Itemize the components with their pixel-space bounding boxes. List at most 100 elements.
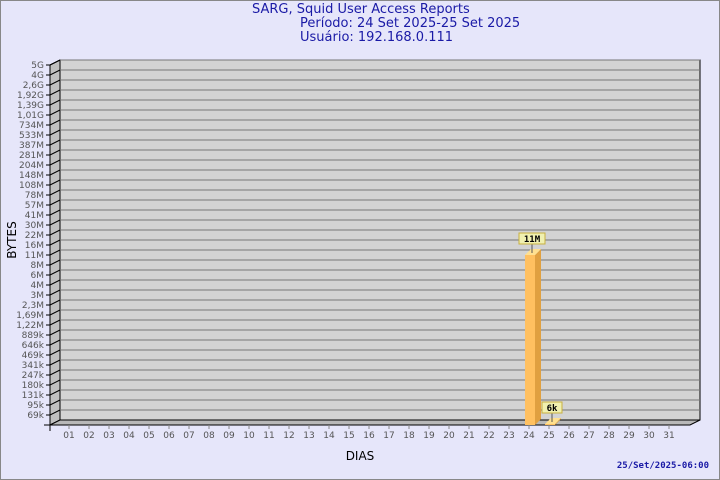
x-tick-label: 09: [223, 431, 235, 441]
y-tick-diagonal: [49, 309, 61, 316]
x-tick-label: 22: [483, 431, 494, 441]
y-tick-diagonal: [49, 339, 61, 346]
bar-top-24: [525, 249, 541, 255]
x-tick-label: 02: [83, 431, 94, 441]
y-tick-label: 533M: [19, 131, 44, 141]
y-tick-diagonal: [49, 89, 61, 96]
y-tick-diagonal: [49, 409, 61, 416]
y-tick-diagonal: [49, 269, 61, 276]
x-tick-label: 19: [423, 431, 435, 441]
y-tick-diagonal: [49, 59, 61, 66]
bar-side-24: [535, 249, 541, 425]
y-tick-label: 69k: [27, 411, 44, 421]
x-tick-label: 16: [363, 431, 375, 441]
x-tick-label: 23: [503, 431, 514, 441]
y-tick-label: 30M: [25, 221, 44, 231]
y-tick-label: 2,6G: [23, 81, 44, 91]
y-tick-label: 734M: [19, 121, 44, 131]
y-tick-diagonal: [49, 149, 61, 156]
x-tick-label: 11: [263, 431, 274, 441]
y-tick-label: 8M: [31, 261, 45, 271]
x-tick-label: 12: [283, 431, 294, 441]
y-tick-diagonal: [49, 379, 61, 386]
y-tick-label: 281M: [19, 151, 44, 161]
x-tick-label: 25: [543, 431, 554, 441]
x-tick-label: 10: [243, 431, 255, 441]
x-tick-label: 13: [303, 431, 314, 441]
y-tick-diagonal: [49, 179, 61, 186]
y-tick-diagonal: [49, 359, 61, 366]
y-tick-diagonal: [49, 239, 61, 246]
x-tick-label: 26: [563, 431, 575, 441]
y-tick-label: 78M: [25, 191, 44, 201]
y-tick-diagonal: [49, 99, 61, 106]
plot-floor: [49, 419, 701, 426]
y-tick-label: 341k: [22, 361, 45, 371]
y-tick-label: 6M: [31, 271, 45, 281]
x-tick-label: 17: [383, 431, 394, 441]
y-tick-diagonal: [49, 189, 61, 196]
y-tick-diagonal: [49, 219, 61, 226]
chart-period: Período: 24 Set 2025-25 Set 2025: [300, 16, 521, 31]
x-tick-label: 07: [183, 431, 194, 441]
y-tick-label: 2,3M: [22, 301, 44, 311]
x-tick-label: 01: [63, 431, 74, 441]
x-axis-title: DIAS: [346, 449, 375, 463]
y-tick-label: 247k: [22, 371, 45, 381]
y-tick-diagonal: [49, 139, 61, 146]
y-tick-label: 469k: [22, 351, 45, 361]
y-tick-label: 1,69M: [16, 311, 44, 321]
y-tick-label: 1,22M: [16, 321, 44, 331]
x-tick-label: 18: [403, 431, 415, 441]
y-tick-label: 204M: [19, 161, 44, 171]
y-tick-diagonal: [49, 169, 61, 176]
y-tick-label: 1,39G: [17, 101, 44, 111]
x-tick-label: 05: [143, 431, 154, 441]
data-label: 11M: [524, 235, 541, 245]
y-tick-label: 22M: [25, 231, 44, 241]
y-tick-diagonal: [49, 229, 61, 236]
y-tick-label: 180k: [22, 381, 45, 391]
chart-title: SARG, Squid User Access Reports: [252, 2, 470, 17]
x-tick-label: 20: [443, 431, 455, 441]
y-tick-label: 1,92G: [17, 91, 44, 101]
y-tick-label: 108M: [19, 181, 44, 191]
y-tick-label: 16M: [25, 241, 44, 251]
y-tick-label: 1,01G: [17, 111, 44, 121]
y-tick-diagonal: [49, 199, 61, 206]
x-tick-label: 04: [123, 431, 135, 441]
y-tick-diagonal: [49, 369, 61, 376]
x-tick-label: 08: [203, 431, 215, 441]
y-tick-diagonal: [49, 389, 61, 396]
y-tick-diagonal: [49, 349, 61, 356]
y-tick-label: 57M: [25, 201, 44, 211]
y-tick-label: 5G: [31, 61, 44, 71]
y-tick-label: 41M: [25, 211, 44, 221]
y-tick-label: 4G: [31, 71, 44, 81]
x-tick-label: 06: [163, 431, 175, 441]
y-tick-diagonal: [49, 109, 61, 116]
y-tick-label: 889k: [22, 331, 45, 341]
data-label: 6k: [547, 404, 558, 414]
y-tick-diagonal: [49, 279, 61, 286]
x-tick-label: 30: [643, 431, 655, 441]
y-tick-label: 3M: [31, 291, 45, 301]
footer-timestamp: 25/Set/2025-06:00: [616, 461, 709, 471]
y-tick-diagonal: [49, 209, 61, 216]
x-tick-label: 28: [603, 431, 615, 441]
y-tick-diagonal: [49, 299, 61, 306]
y-tick-diagonal: [49, 319, 61, 326]
y-tick-label: 387M: [19, 141, 44, 151]
y-tick-label: 646k: [22, 341, 45, 351]
y-axis-title: BYTES: [5, 221, 19, 258]
x-tick-label: 15: [343, 431, 354, 441]
y-tick-diagonal: [49, 289, 61, 296]
y-tick-label: 4M: [31, 281, 45, 291]
y-tick-diagonal: [49, 119, 61, 126]
y-tick-label: 95k: [27, 401, 44, 411]
y-tick-diagonal: [49, 259, 61, 266]
y-tick-label: 131k: [22, 391, 45, 401]
y-tick-diagonal: [49, 129, 61, 136]
bar-24: [525, 255, 535, 425]
